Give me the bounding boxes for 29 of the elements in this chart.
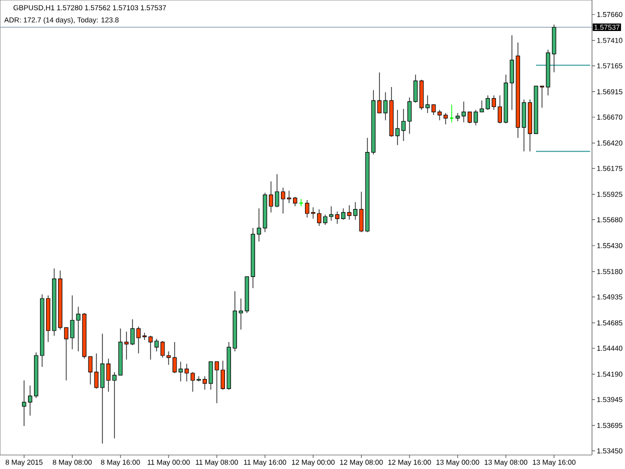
candlestick <box>425 94 430 114</box>
candlestick <box>407 97 412 134</box>
candlestick <box>540 86 544 108</box>
candlestick <box>383 92 388 121</box>
candlestick <box>432 104 436 116</box>
candlestick <box>280 187 286 214</box>
candlestick <box>449 104 454 123</box>
candlestick <box>130 318 135 346</box>
candlestick <box>274 174 280 208</box>
candlestick <box>112 372 117 439</box>
candlestick <box>148 335 153 360</box>
candlestick <box>286 190 292 204</box>
candlestick <box>142 332 147 340</box>
candlestick <box>124 331 129 360</box>
candlestick <box>28 385 32 416</box>
candlestick <box>395 109 400 146</box>
candlestick <box>256 208 262 242</box>
candlestick <box>268 180 274 213</box>
candlestick <box>238 298 244 330</box>
candlestick <box>160 340 165 358</box>
candlestick <box>292 196 298 207</box>
candlestick <box>377 72 382 114</box>
candlestick <box>136 326 141 354</box>
candlestick <box>510 34 514 110</box>
candlestick <box>413 74 418 104</box>
candlestick <box>22 380 26 426</box>
candlestick <box>154 338 159 352</box>
candlestick <box>106 358 111 392</box>
candlestick <box>401 108 406 142</box>
